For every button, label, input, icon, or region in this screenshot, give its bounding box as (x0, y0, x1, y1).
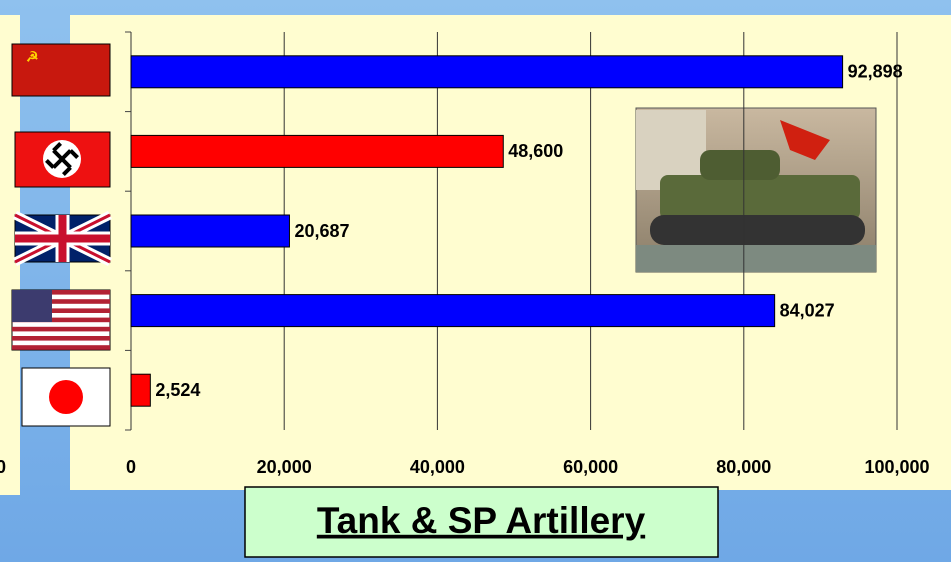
flag-japan (21, 367, 111, 427)
partial-label: 0 (0, 457, 6, 477)
x-tick-label: 20,000 (257, 457, 312, 477)
flag-ussr: ☭ (11, 43, 111, 97)
x-tick-label: 0 (126, 457, 136, 477)
flag-usa (11, 289, 111, 351)
flag-uk (13, 210, 112, 267)
title-box (244, 486, 719, 558)
value-label: 2,524 (155, 380, 200, 400)
tank-image (635, 107, 877, 273)
bar (130, 134, 504, 168)
flag-germany (14, 131, 111, 188)
bar (130, 214, 290, 248)
chart-title: Tank & SP Artillery (317, 500, 646, 541)
value-label: 48,600 (508, 141, 563, 161)
value-label: 84,027 (780, 300, 835, 320)
svg-text:☭: ☭ (26, 49, 39, 65)
x-tick-label: 100,000 (864, 457, 929, 477)
bar (130, 294, 776, 328)
x-tick-label: 60,000 (563, 457, 618, 477)
value-label: 92,898 (848, 62, 903, 82)
value-label: 20,687 (294, 221, 349, 241)
bar (130, 373, 151, 407)
x-tick-label: 80,000 (716, 457, 771, 477)
x-tick-label: 40,000 (410, 457, 465, 477)
bar (130, 55, 844, 89)
